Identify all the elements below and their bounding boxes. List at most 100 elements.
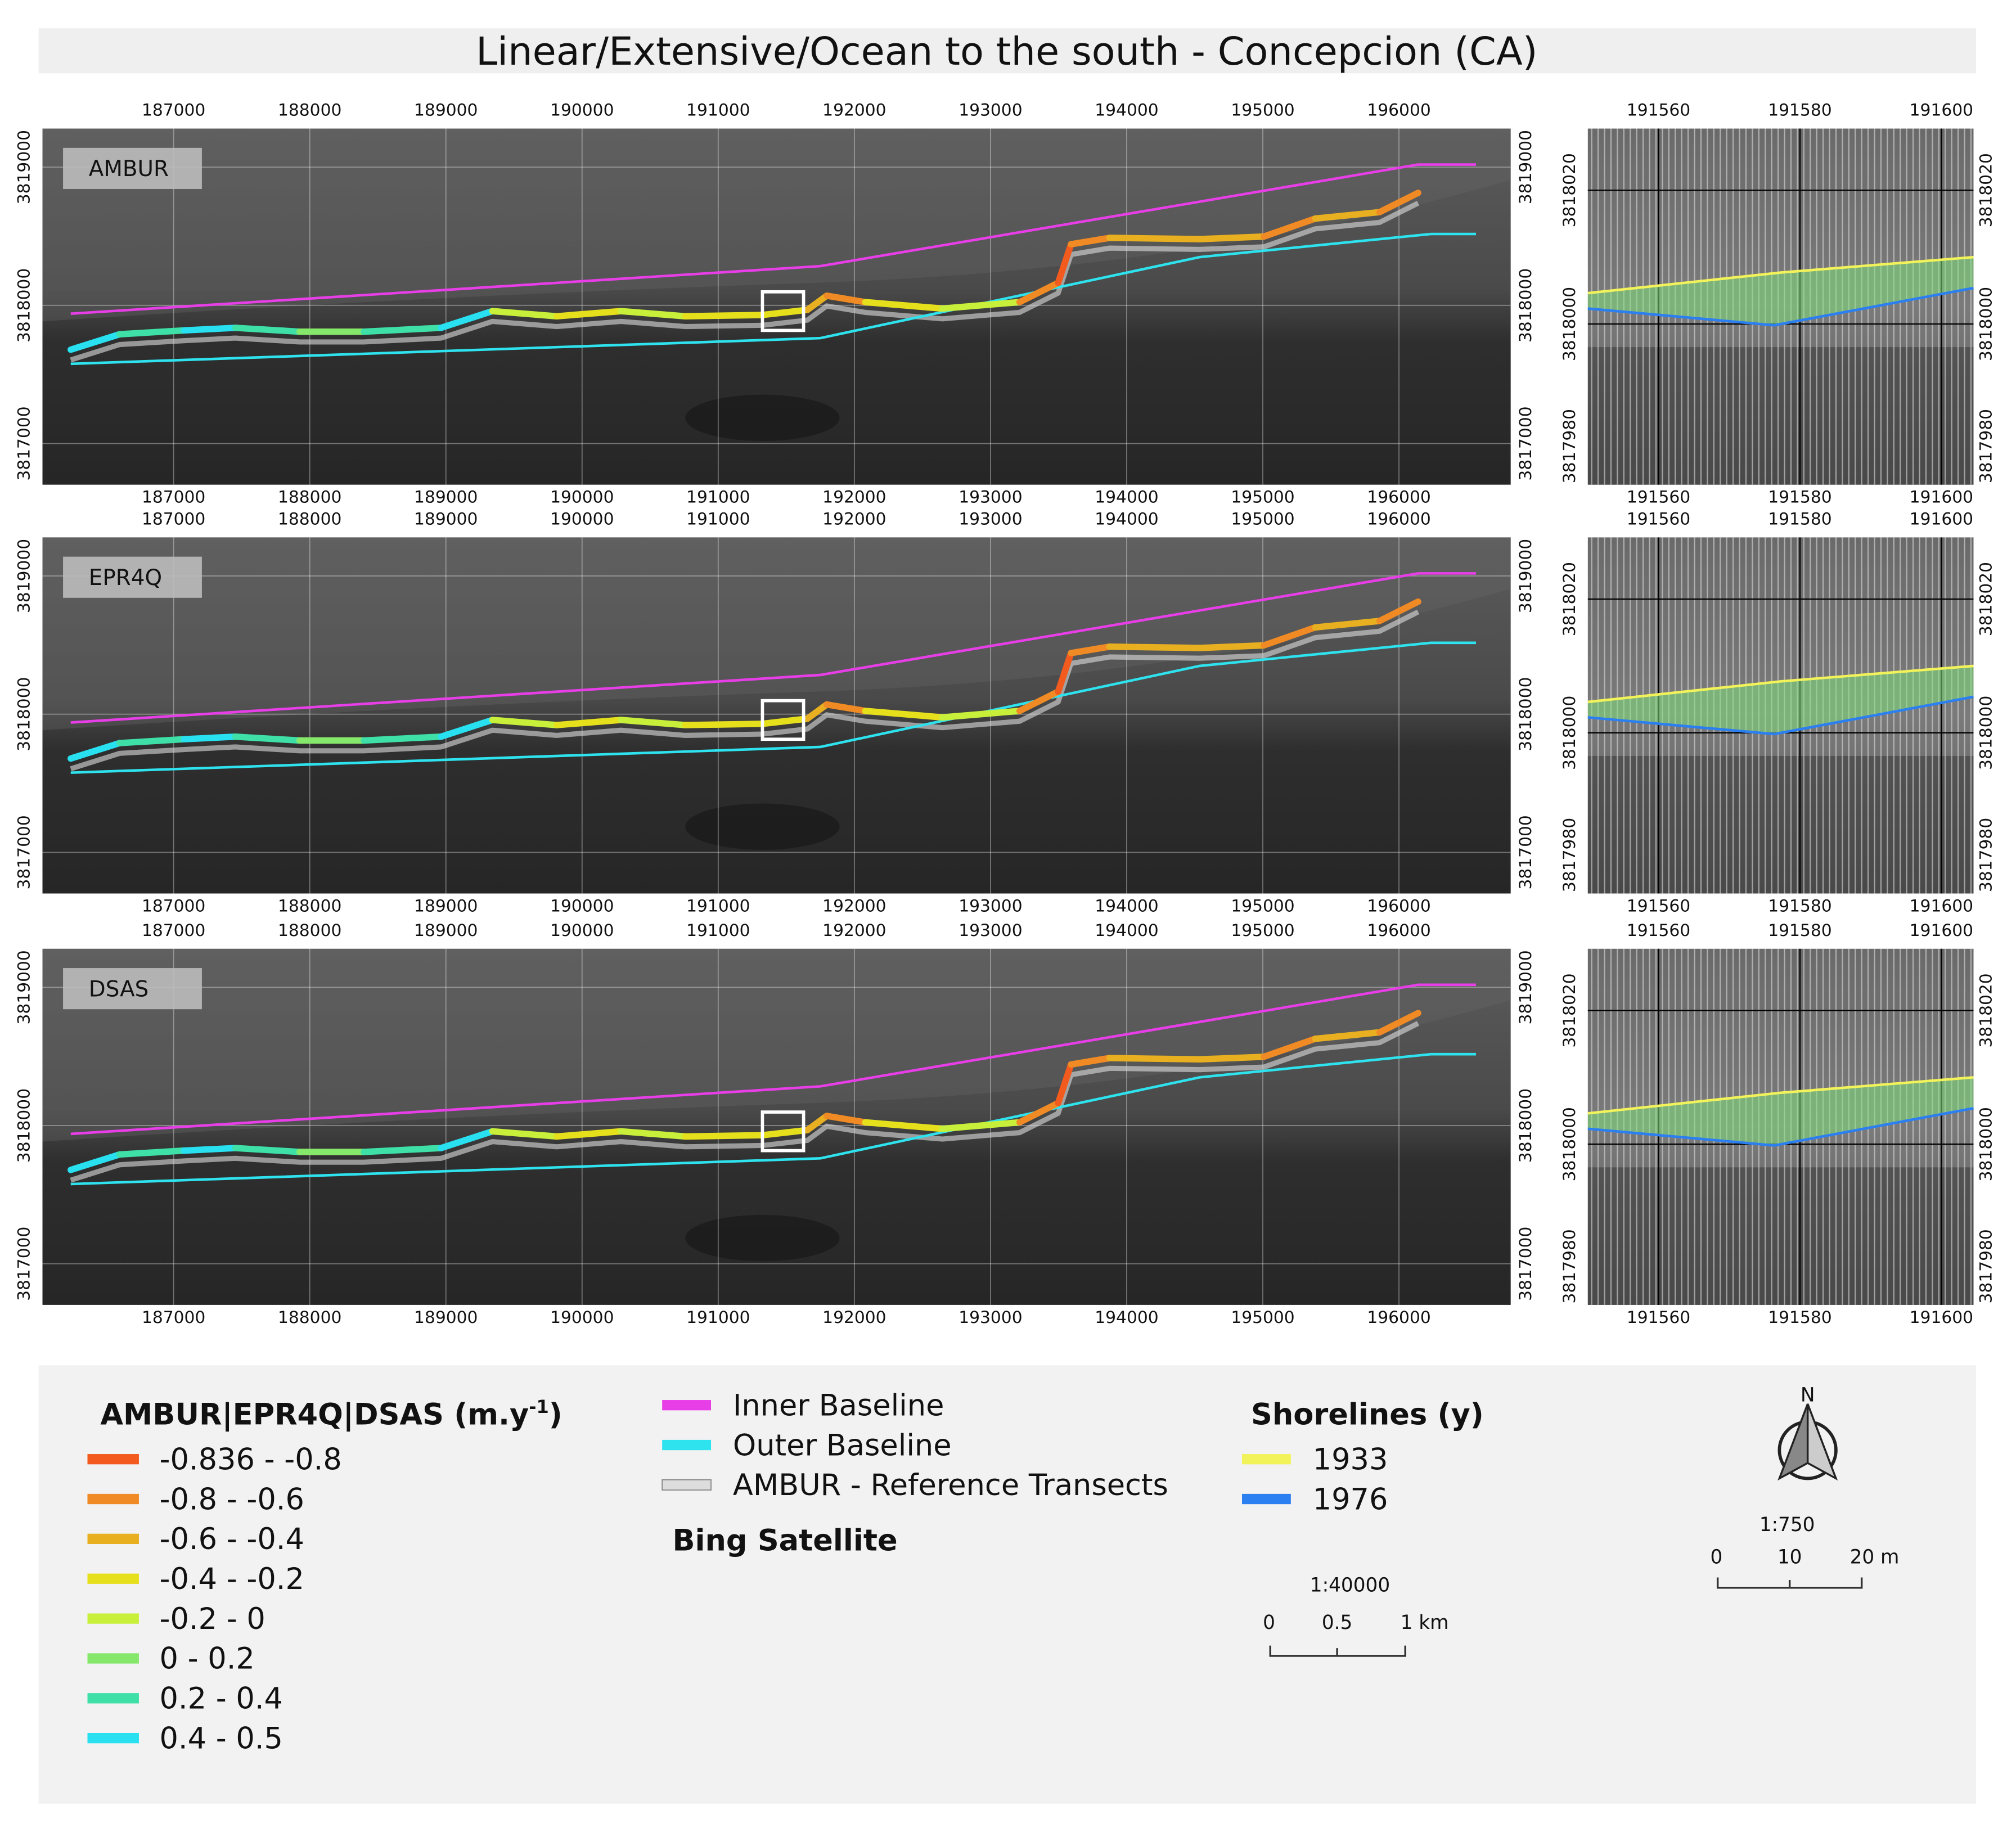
x-tick-label: 189000 [414,488,478,507]
scale-label: 0 [1263,1612,1275,1634]
change-area [1587,665,1974,735]
legend-basemap: Bing Satellite [672,1523,897,1558]
shoreline-rate [939,1119,1023,1132]
x-tick-label: 191600 [1910,510,1973,529]
x-tick-label: 187000 [142,897,205,916]
sea-shade [685,803,840,850]
x-tick-label: 192000 [822,101,886,120]
shoreline-1933 [1587,255,1974,295]
x-tick-label: 194000 [1095,510,1158,529]
x-tick-label: 193000 [958,897,1022,916]
y-tick-label: 3817000 [15,406,34,480]
shoreline-rate [824,701,869,714]
panel-label: DSAS [89,976,149,1002]
scale-label: 10 [1778,1546,1802,1568]
shoreline-rate [1106,643,1203,651]
y-tick-label: 3817000 [1516,1227,1536,1301]
x-tick-label: 192000 [822,921,886,940]
x-tick-label: 196000 [1367,921,1430,940]
scale-ratio: 1:750 [1760,1514,1815,1536]
shoreline-rate [232,325,303,335]
sea-shade [685,394,840,441]
x-tick-label: 193000 [958,488,1022,507]
inset-extent [760,1110,806,1153]
x-tick-label: 190000 [550,510,614,529]
x-tick-label: 191000 [686,897,750,916]
x-tick-label: 187000 [142,1308,205,1327]
scale-bar [1716,1577,1863,1589]
legend-label: AMBUR - Reference Transects [733,1468,1168,1502]
shoreline-rate [1068,643,1113,656]
y-tick-label: 3818000 [1976,287,1996,361]
shoreline-rate [554,717,624,728]
sea-shade [685,1214,840,1262]
coast-texture [42,537,1511,731]
legend-label: Outer Baseline [733,1428,952,1462]
x-tick-label: 191560 [1627,510,1690,529]
shoreline-rate [116,327,187,337]
shoreline-rate [489,717,560,728]
shoreline-rate [1376,1010,1421,1036]
shoreline-rate [554,308,624,319]
x-tick-label: 194000 [1095,1308,1158,1327]
x-tick-label: 193000 [958,1308,1022,1327]
shoreline-rate [1312,209,1383,222]
y-tick-label: 3818000 [1560,287,1580,361]
shoreline-rate [181,733,239,742]
legend-swatch [87,1573,139,1584]
shoreline-rate [1261,215,1318,240]
outer-baseline [70,641,1476,774]
shoreline-rate [682,1132,766,1140]
shoreline-rate [1068,1055,1113,1068]
x-tick-label: 192000 [822,488,886,507]
shoreline-rate [438,308,496,331]
shoreline-rate [1261,1036,1318,1060]
legend-swatch [662,1479,712,1491]
x-tick-label: 193000 [958,921,1022,940]
x-tick-label: 193000 [958,101,1022,120]
y-tick-label: 3817980 [1560,818,1580,892]
x-tick-label: 191560 [1627,921,1690,940]
panel-label: AMBUR [89,156,169,182]
x-tick-label: 188000 [278,921,341,940]
shoreline-rate [68,1151,123,1173]
shoreline-rate [1068,235,1113,247]
legend-label: -0.836 - -0.8 [159,1442,341,1477]
shoreline-rate [1196,642,1267,651]
x-tick-label: 191600 [1910,921,1973,940]
inset-extent [760,699,806,741]
x-tick-label: 192000 [822,1308,886,1327]
inner-baseline [70,163,1476,315]
x-tick-label: 191580 [1768,1308,1832,1327]
shoreline-rate [862,299,946,312]
shoreline-rate [232,733,303,744]
x-tick-label: 194000 [1095,488,1158,507]
legend-label: -0.8 - -0.6 [159,1482,304,1516]
x-tick-label: 191580 [1768,921,1832,940]
shoreline-rate [361,325,444,335]
x-tick-label: 187000 [142,488,205,507]
shoreline-rate [618,717,689,728]
x-tick-label: 191600 [1910,897,1973,916]
shoreline-rate [939,708,1023,721]
legend-swatch [87,1533,139,1545]
shoreline-rate [181,325,239,334]
y-tick-label: 3817980 [1560,1229,1580,1303]
shoreline-rate [181,1145,239,1154]
y-tick-label: 3817980 [1976,409,1996,483]
y-tick-label: 3819000 [1516,950,1536,1024]
outer-baseline [70,232,1476,366]
legend-title-part: -1 [529,1396,549,1417]
shoreline-rate [1016,280,1061,305]
legend-title-part: ) [549,1397,562,1432]
x-tick-label: 187000 [142,101,205,120]
inset-dark [1587,1167,1974,1305]
inner-baseline [70,983,1476,1136]
y-tick-label: 3818000 [15,1088,34,1163]
y-tick-label: 3818020 [1976,153,1996,227]
y-tick-label: 3817980 [1560,409,1580,483]
change-area [1587,1077,1974,1146]
inset-dark [1587,347,1974,485]
shoreline-rate [489,308,560,319]
scale-label: 0.5 [1322,1612,1353,1634]
